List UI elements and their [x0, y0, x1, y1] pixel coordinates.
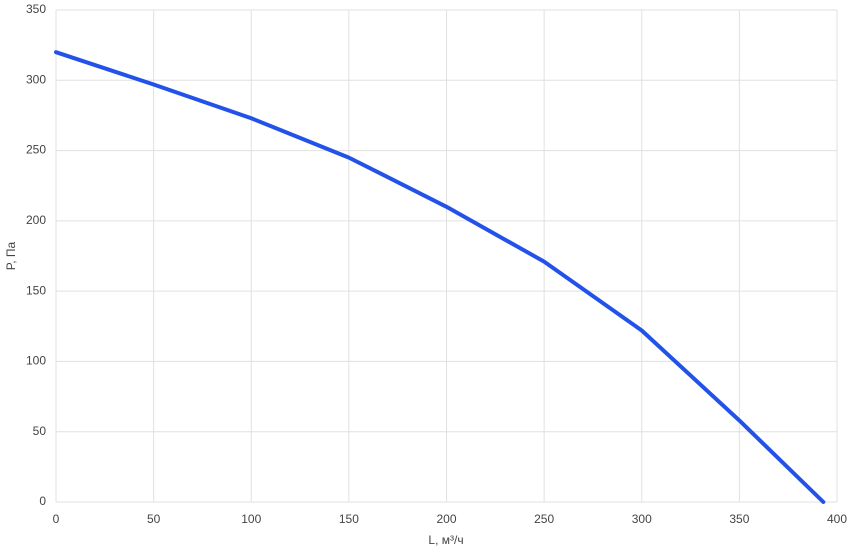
- y-axis-label: P, Па: [4, 241, 18, 270]
- x-tick-label: 100: [241, 512, 261, 526]
- y-tick-label: 350: [26, 2, 46, 16]
- x-tick-label: 150: [339, 512, 359, 526]
- y-tick-label: 250: [26, 143, 46, 157]
- x-tick-label: 300: [632, 512, 652, 526]
- x-tick-label: 200: [436, 512, 456, 526]
- data-line: [54, 50, 826, 504]
- y-tick-label: 100: [26, 354, 46, 368]
- y-tick-label: 300: [26, 72, 46, 86]
- y-tick-label: 150: [26, 283, 46, 297]
- x-axis-label: L, м³/ч: [428, 533, 463, 547]
- x-tick-label: 50: [147, 512, 161, 526]
- y-tick-label: 50: [33, 424, 47, 438]
- x-tick-label: 350: [729, 512, 749, 526]
- y-tick-label: 0: [39, 494, 46, 508]
- x-tick-label: 0: [53, 512, 60, 526]
- y-tick-label: 200: [26, 213, 46, 227]
- x-tick-label: 250: [534, 512, 554, 526]
- x-tick-label: 400: [827, 512, 847, 526]
